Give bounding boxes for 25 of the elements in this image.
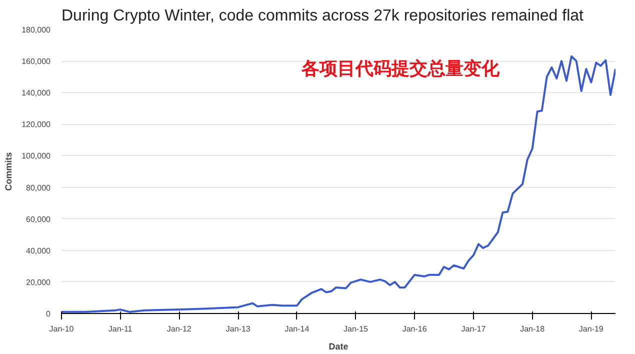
x-tick-label: Jan-19 — [578, 324, 604, 334]
y-tick-label: 60,000 — [26, 214, 52, 224]
y-tick-label: 40,000 — [26, 246, 52, 256]
y-tick-label: 20,000 — [26, 278, 52, 287]
y-tick-label: 180,000 — [22, 26, 52, 34]
line-series — [62, 55, 616, 313]
chart-title: During Crypto Winter, code commits across 27k repositories remained flat — [62, 8, 584, 24]
y-tick-label: 120,000 — [22, 120, 52, 130]
y-tick-label: 80,000 — [26, 183, 52, 192]
x-tick-label: Jan-14 — [284, 324, 310, 334]
x-tick-label: Jan-11 — [108, 324, 133, 334]
x-tick-label: Jan-15 — [344, 324, 369, 334]
x-tick-label: Jan-10 — [49, 324, 74, 334]
y-tick-label: 0 — [46, 310, 52, 318]
x-axis-title: Date — [328, 342, 348, 352]
x-tick-label: Jan-16 — [402, 324, 428, 334]
y-tick-label: 140,000 — [22, 88, 52, 98]
x-tick-label: Jan-12 — [166, 324, 192, 334]
x-tick-label: Jan-18 — [520, 324, 546, 334]
y-axis-title: Commits — [4, 152, 14, 191]
y-tick-label: 100,000 — [22, 152, 52, 161]
y-tick-label: 160,000 — [22, 57, 52, 66]
x-tick-label: Jan-13 — [226, 324, 251, 334]
text: 各项目代码提交总量变化 — [300, 58, 500, 78]
x-tick-label: Jan-17 — [461, 324, 486, 334]
